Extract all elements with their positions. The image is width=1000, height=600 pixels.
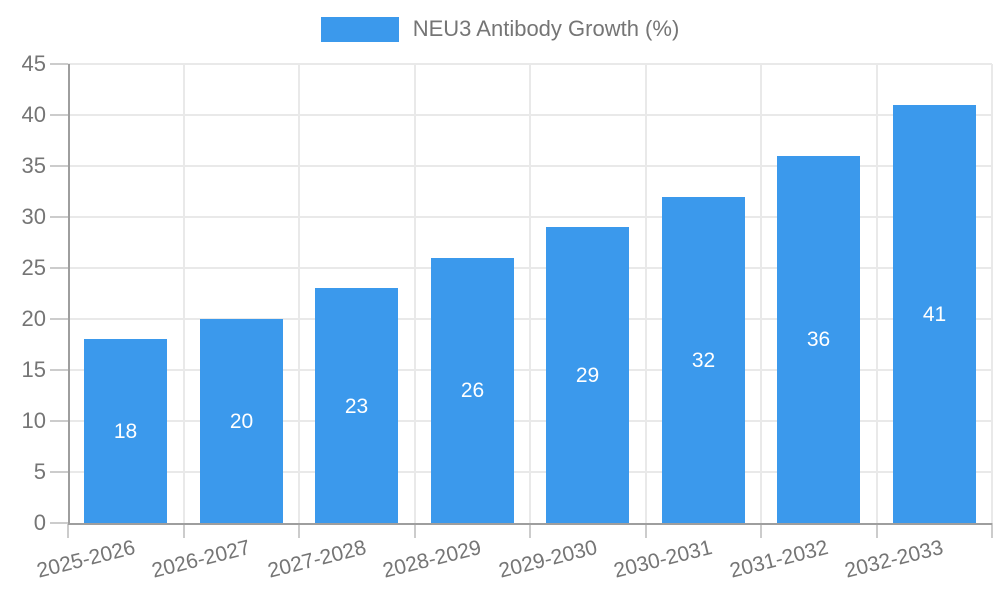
- bar: [893, 104, 976, 523]
- y-axis-tick-label: 35: [21, 153, 46, 178]
- gridline-vertical: [529, 64, 531, 523]
- y-axis-tick-label: 0: [33, 510, 46, 535]
- y-axis-tick: [50, 267, 68, 269]
- y-axis-tick-label: 5: [33, 459, 46, 484]
- bar: [777, 155, 860, 523]
- x-axis-tick: [67, 523, 69, 538]
- legend-swatch: [320, 16, 399, 42]
- x-axis-tick: [991, 523, 993, 538]
- y-axis-tick: [50, 114, 68, 116]
- legend: NEU3 Antibody Growth (%): [0, 16, 1000, 42]
- y-axis-tick: [50, 369, 68, 371]
- gridline-vertical: [991, 64, 993, 523]
- y-axis-tick: [50, 522, 68, 524]
- y-axis-tick-label: 45: [21, 51, 46, 76]
- x-axis-tick: [875, 523, 878, 538]
- bar-value-label: 20: [229, 410, 254, 433]
- y-axis-tick-label: 30: [21, 204, 46, 229]
- y-axis-tick: [50, 63, 68, 65]
- x-axis-line: [68, 523, 992, 525]
- bar-value-label: 41: [922, 303, 947, 326]
- bar-value-label: 29: [575, 364, 600, 387]
- y-axis-tick: [50, 165, 68, 167]
- bar: [546, 227, 629, 523]
- gridline-vertical: [875, 64, 878, 523]
- y-axis-tick-label: 40: [21, 102, 46, 127]
- bar: [84, 339, 167, 523]
- y-axis-tick-label: 15: [21, 357, 46, 382]
- bar-value-label: 32: [691, 349, 716, 372]
- y-axis-tick: [50, 216, 68, 218]
- x-axis-tick: [644, 523, 647, 538]
- bar: [431, 257, 514, 523]
- x-axis-tick: [413, 523, 416, 538]
- y-axis-tick: [50, 420, 68, 422]
- gridline-vertical: [298, 64, 300, 523]
- y-axis-line: [68, 64, 70, 525]
- bar: [662, 196, 745, 523]
- bar: [315, 288, 398, 523]
- bar-value-label: 36: [806, 328, 831, 351]
- x-axis-tick: [182, 523, 185, 538]
- y-axis-tick: [50, 318, 68, 320]
- gridline-vertical: [182, 64, 185, 523]
- x-axis-tick: [529, 523, 531, 538]
- gridline-vertical: [760, 64, 762, 523]
- x-axis-tick: [298, 523, 300, 538]
- y-axis-tick-label: 25: [21, 255, 46, 280]
- legend-label: NEU3 Antibody Growth (%): [412, 16, 680, 41]
- y-axis-tick: [50, 471, 68, 473]
- y-axis-tick-label: 10: [21, 408, 46, 433]
- x-axis-tick: [760, 523, 762, 538]
- y-axis-tick-label: 20: [21, 306, 46, 331]
- bar: [200, 319, 283, 523]
- bar-value-label: 18: [113, 420, 138, 443]
- gridline-vertical: [644, 64, 647, 523]
- bar-value-label: 23: [344, 395, 369, 418]
- bar-value-label: 26: [460, 379, 485, 402]
- gridline-vertical: [413, 64, 416, 523]
